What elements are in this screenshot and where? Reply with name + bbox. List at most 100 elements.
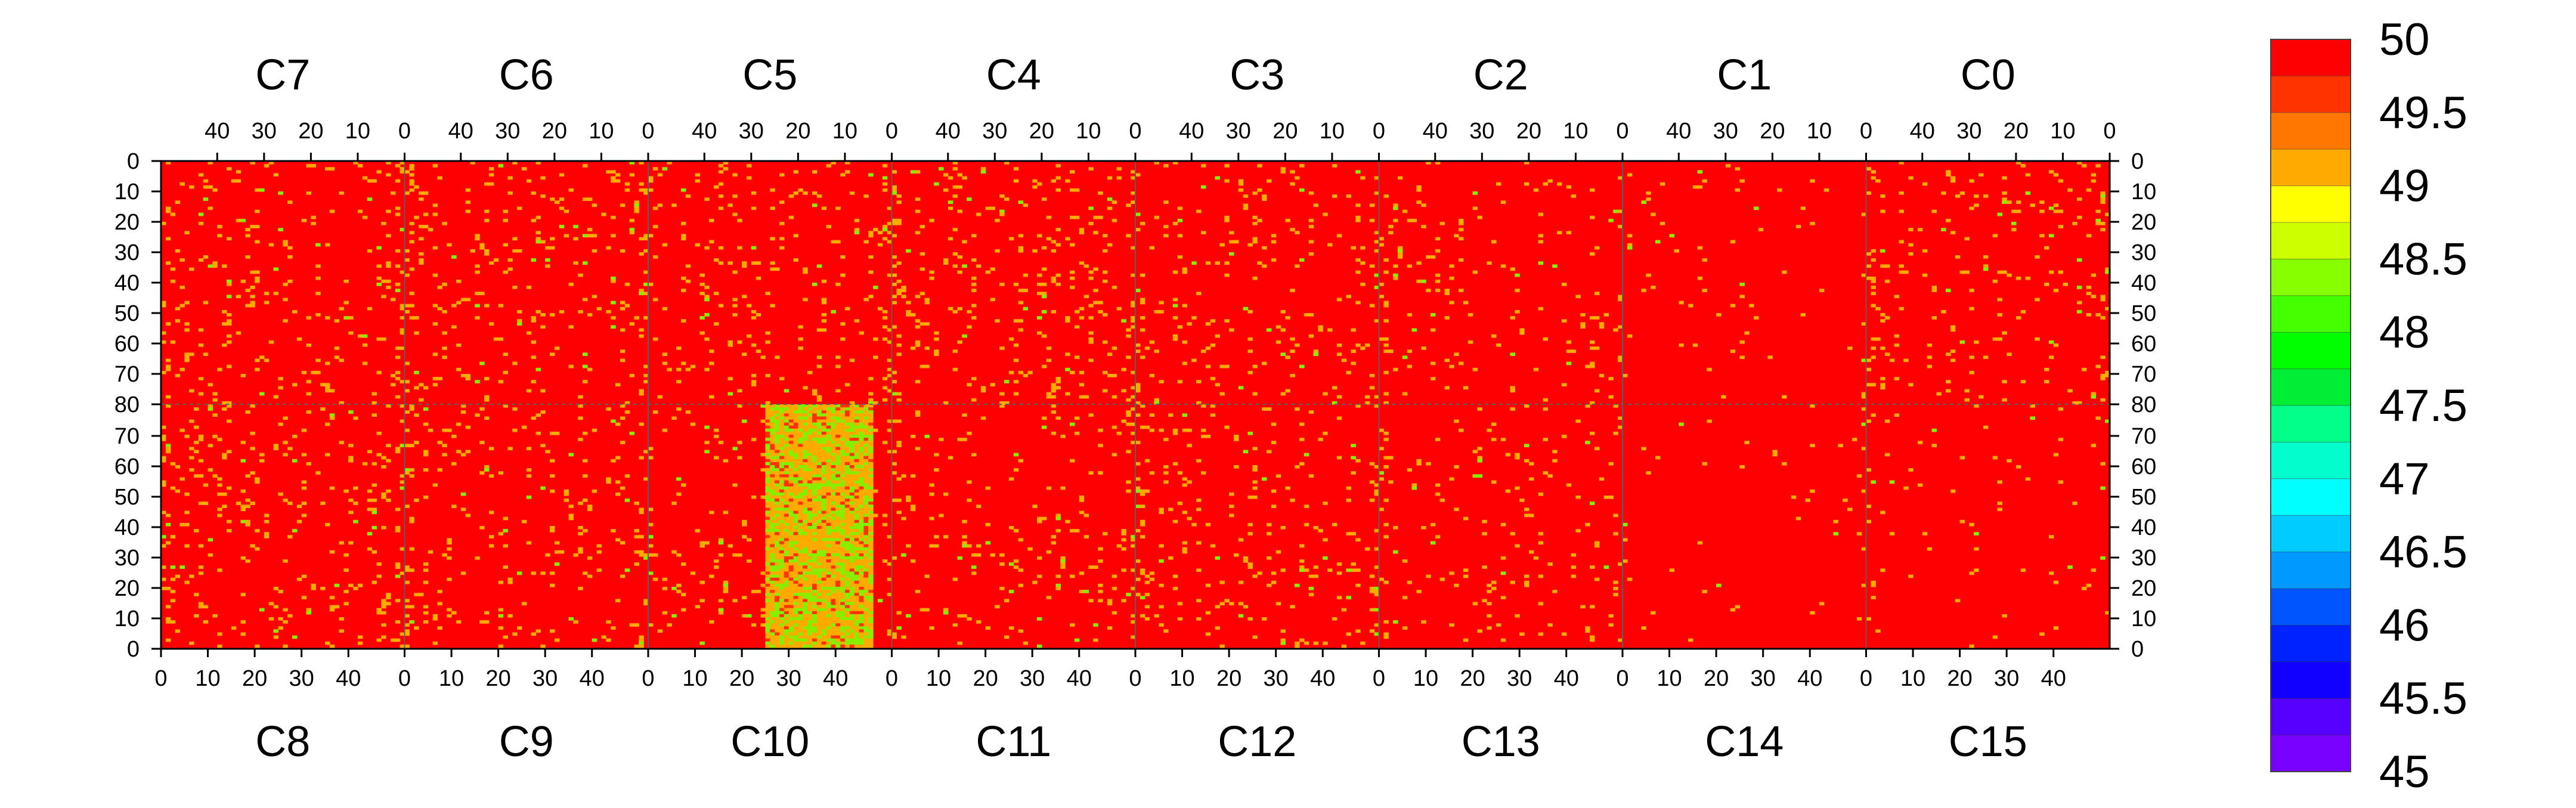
- pixel-mark: [840, 532, 846, 535]
- pixel-mark: [1618, 416, 1623, 420]
- pixel-mark: [1046, 486, 1052, 490]
- pixel-mark: [1411, 218, 1417, 222]
- pixel-mark: [1107, 176, 1113, 180]
- pixel-mark: [1491, 580, 1497, 584]
- pixel-mark: [770, 510, 775, 515]
- pixel-mark: [1379, 237, 1384, 241]
- pixel-mark: [1163, 234, 1169, 238]
- pixel-mark: [807, 590, 813, 593]
- pixel-mark: [1899, 161, 1904, 165]
- pixel-mark: [803, 453, 808, 457]
- pixel-mark: [887, 374, 893, 377]
- pixel-mark: [1098, 471, 1103, 475]
- pixel-mark: [395, 529, 401, 533]
- pixel-mark: [367, 489, 373, 493]
- pixel-mark: [1154, 349, 1159, 353]
- pixel-mark: [859, 471, 864, 475]
- pixel-mark: [2077, 286, 2082, 289]
- pixel-mark: [844, 489, 850, 493]
- pixel-mark: [287, 614, 293, 618]
- pixel-mark: [803, 602, 808, 606]
- pixel-mark: [798, 522, 803, 527]
- pixel-mark: [976, 504, 982, 508]
- pixel-mark: [826, 550, 831, 554]
- pixel-mark: [1013, 380, 1019, 383]
- pixel-mark: [1899, 264, 1904, 268]
- pixel-mark: [1238, 386, 1244, 390]
- pixel-mark: [779, 504, 785, 508]
- pixel-mark: [1510, 386, 1515, 390]
- pixel-mark: [788, 623, 794, 627]
- pixel-mark: [1524, 583, 1530, 587]
- pixel-mark: [831, 544, 836, 548]
- pixel-mark: [1205, 522, 1211, 527]
- pixel-mark: [835, 413, 841, 417]
- pixel-mark: [587, 574, 593, 578]
- pixel-mark: [803, 611, 808, 615]
- pixel-mark: [315, 471, 321, 475]
- pixel-mark: [877, 243, 883, 247]
- pixel-mark: [1275, 474, 1281, 478]
- pixel-mark: [423, 568, 429, 572]
- pixel-mark: [816, 577, 822, 581]
- pixel-mark: [854, 532, 860, 535]
- pixel-mark: [779, 541, 785, 545]
- pixel-mark: [611, 279, 616, 283]
- pixel-mark: [835, 435, 841, 438]
- pixel-mark: [859, 641, 864, 645]
- pixel-mark: [849, 489, 855, 493]
- pixel-mark: [854, 486, 860, 490]
- pixel-mark: [770, 559, 775, 563]
- pixel-mark: [844, 541, 850, 545]
- pixel-mark: [1126, 489, 1131, 493]
- pixel-mark: [807, 456, 813, 460]
- pixel-mark: [718, 538, 724, 542]
- pixel-mark: [1871, 337, 1876, 341]
- pixel-mark: [2015, 276, 2021, 280]
- pixel-mark: [1299, 438, 1305, 441]
- pixel-mark: [784, 617, 789, 621]
- pixel-mark: [788, 571, 794, 575]
- pixel-mark: [952, 367, 958, 372]
- pixel-mark: [770, 496, 775, 499]
- pixel-mark: [165, 364, 171, 369]
- pixel-mark: [184, 355, 190, 360]
- pixel-mark: [760, 419, 766, 423]
- pixel-mark: [1697, 276, 1703, 280]
- pixel-mark: [807, 496, 813, 499]
- pixel-mark: [1364, 401, 1370, 405]
- pixel-mark: [793, 568, 798, 572]
- pixel-mark: [1369, 374, 1375, 377]
- pixel-mark: [1159, 623, 1164, 627]
- pixel-mark: [770, 623, 775, 627]
- pixel-mark: [831, 617, 836, 621]
- pixel-mark: [1074, 638, 1080, 642]
- pixel-mark: [835, 471, 841, 475]
- pixel-mark: [447, 608, 452, 612]
- pixel-mark: [1594, 346, 1600, 350]
- pixel-mark: [779, 246, 785, 250]
- pixel-mark: [329, 608, 335, 612]
- pixel-mark: [447, 556, 452, 560]
- pixel-mark: [1271, 422, 1277, 426]
- pixel-mark: [245, 499, 250, 502]
- pixel-mark: [868, 270, 874, 274]
- pixel-mark: [699, 541, 705, 545]
- pixel-mark: [831, 574, 836, 578]
- pixel-mark: [840, 568, 846, 572]
- pixel-mark: [699, 283, 705, 286]
- pixel-mark: [1871, 292, 1876, 295]
- pixel-mark: [775, 483, 780, 487]
- pixel-mark: [765, 605, 770, 609]
- pixel-mark: [1823, 188, 1829, 192]
- pixel-mark: [217, 367, 222, 372]
- pixel-mark: [816, 355, 822, 360]
- pixel-mark: [779, 173, 785, 177]
- pixel-mark: [1983, 255, 1989, 259]
- pixel-mark: [835, 553, 841, 557]
- pixel-mark: [198, 258, 204, 262]
- pixel-mark: [934, 468, 939, 472]
- pixel-mark: [896, 611, 902, 615]
- pixel-mark: [863, 611, 869, 615]
- pixel-mark: [859, 547, 864, 551]
